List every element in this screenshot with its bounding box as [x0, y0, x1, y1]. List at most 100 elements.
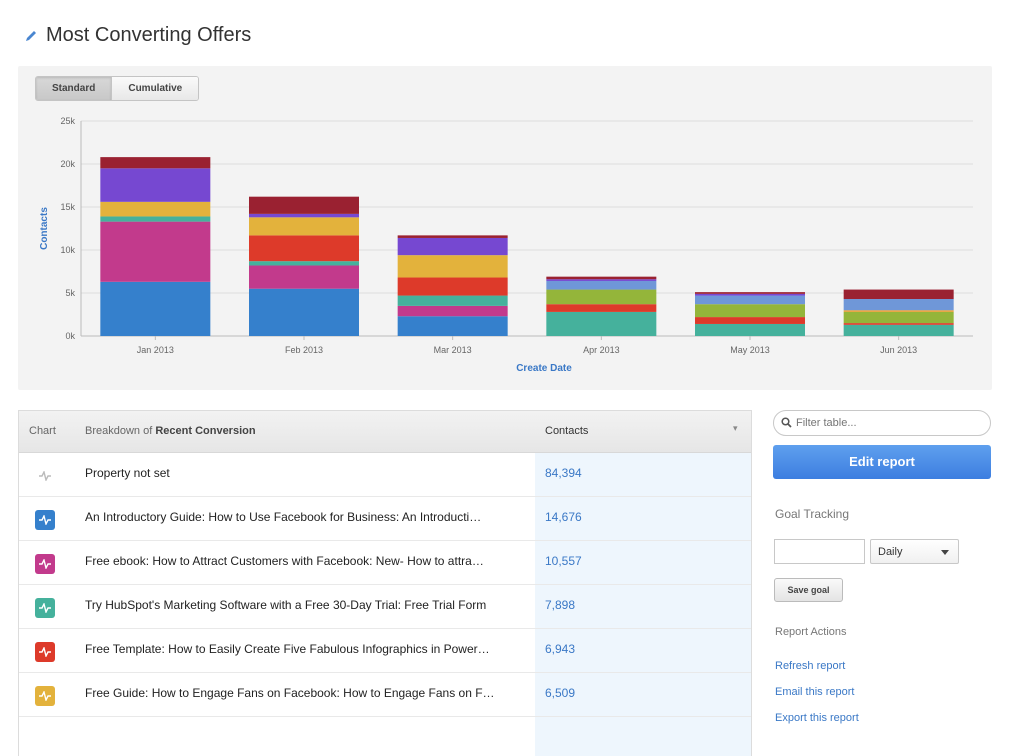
page-header: Most Converting Offers — [24, 24, 251, 47]
bar-segment — [695, 292, 805, 294]
bar-segment — [695, 323, 805, 336]
bar-segment — [843, 310, 954, 312]
bar-segment — [397, 235, 508, 238]
bar-segment — [695, 317, 805, 324]
goal-period-value: Daily — [878, 546, 903, 558]
page-title: Most Converting Offers — [46, 24, 252, 46]
row-contacts[interactable]: 10,557 — [545, 554, 582, 568]
bar-segment — [100, 168, 211, 202]
bar-segment — [249, 213, 359, 218]
bar-segment — [695, 293, 805, 296]
table-header: Chart Breakdown of Recent Conversion Con… — [19, 411, 751, 453]
breakdown-field: Recent Conversion — [155, 425, 256, 437]
bar-segment — [100, 157, 211, 169]
bar-segment — [100, 216, 211, 222]
bar-segment — [100, 201, 211, 217]
row-contacts[interactable]: 7,898 — [545, 598, 576, 612]
activity-icon[interactable] — [35, 642, 55, 662]
bar-segment — [546, 311, 657, 336]
bar-segment — [695, 295, 805, 305]
cumulative-toggle-button[interactable]: Cumulative — [111, 77, 199, 100]
export-report-link[interactable]: Export this report — [775, 712, 859, 724]
bar-segment — [843, 311, 954, 324]
filter-table-input[interactable] — [796, 415, 981, 431]
activity-icon[interactable] — [35, 598, 55, 618]
bar-segment — [249, 288, 359, 336]
contacts-column-header[interactable]: Contacts — [545, 425, 589, 437]
save-goal-button[interactable]: Save goal — [774, 578, 843, 602]
row-name[interactable]: Free Guide: How to Engage Fans on Facebo… — [85, 686, 495, 700]
bar-segment — [249, 196, 359, 214]
y-tick-label: 10k — [60, 245, 75, 255]
row-name[interactable]: Free Template: How to Easily Create Five… — [85, 642, 490, 656]
goal-value-input[interactable] — [774, 539, 865, 564]
bar-segment — [397, 305, 508, 317]
table-row[interactable]: Property not set 84,394 — [19, 453, 751, 497]
pencil-icon[interactable] — [24, 29, 38, 43]
bar-segment — [397, 277, 508, 296]
chart-panel: 0k 5k 10k 15k 20k 25k Contacts Create Date Jan 2… — [18, 66, 992, 390]
email-report-link[interactable]: Email this report — [775, 686, 855, 698]
table-row[interactable]: Free ebook: How to Attract Customers wit… — [19, 541, 751, 585]
bar-segment — [843, 289, 954, 300]
bar-segment — [249, 235, 359, 262]
activity-icon[interactable] — [35, 510, 55, 530]
bar-segment — [843, 323, 954, 325]
sort-caret-icon[interactable]: ▾ — [733, 423, 738, 433]
chevron-down-icon — [941, 550, 949, 555]
activity-icon[interactable] — [35, 686, 55, 706]
bar-segment — [843, 299, 954, 311]
refresh-report-link[interactable]: Refresh report — [775, 660, 846, 672]
y-tick-label: 15k — [60, 202, 75, 212]
breakdown-table: Chart Breakdown of Recent Conversion Con… — [18, 410, 752, 756]
y-tick-label: 25k — [60, 116, 75, 126]
row-contacts[interactable]: 6,509 — [545, 686, 576, 700]
table-row[interactable]: Free Template: How to Easily Create Five… — [19, 629, 751, 673]
bar-segment — [397, 316, 508, 336]
x-tick-label: Mar 2013 — [434, 345, 472, 355]
chart-column-header: Chart — [29, 425, 56, 437]
row-contacts[interactable]: 6,943 — [545, 642, 576, 656]
row-name[interactable]: Property not set — [85, 466, 170, 480]
goal-period-select[interactable]: Daily — [870, 539, 959, 564]
y-tick-label: 0k — [65, 331, 75, 341]
goal-tracking-label: Goal Tracking — [775, 507, 850, 521]
x-tick-label: Jun 2013 — [880, 345, 917, 355]
table-row[interactable]: Free Guide: How to Engage Fans on Facebo… — [19, 673, 751, 717]
breakdown-column-header[interactable]: Breakdown of Recent Conversion — [85, 425, 256, 437]
table-row[interactable]: Try HubSpot's Marketing Software with a … — [19, 585, 751, 629]
bar-segment — [546, 304, 657, 312]
bar-segment — [249, 217, 359, 236]
row-contacts[interactable]: 14,676 — [545, 510, 582, 524]
row-contacts[interactable]: 84,394 — [545, 466, 582, 480]
search-icon — [781, 417, 792, 428]
standard-toggle-button[interactable]: Standard — [36, 77, 112, 100]
activity-icon[interactable] — [35, 554, 55, 574]
bar-segment — [397, 255, 508, 278]
edit-report-button[interactable]: Edit report — [773, 445, 991, 479]
contacts-column-highlight — [535, 453, 751, 756]
row-name[interactable]: Try HubSpot's Marketing Software with a … — [85, 598, 487, 612]
breakdown-prefix: Breakdown of — [85, 425, 153, 437]
row-name[interactable]: Free ebook: How to Attract Customers wit… — [85, 554, 484, 568]
bar-segment — [695, 304, 805, 318]
x-tick-label: Feb 2013 — [285, 345, 323, 355]
row-name[interactable]: An Introductory Guide: How to Use Facebo… — [85, 510, 482, 524]
x-tick-label: Apr 2013 — [583, 345, 620, 355]
table-row[interactable]: An Introductory Guide: How to Use Facebo… — [19, 497, 751, 541]
stacked-bar-chart: 0k 5k 10k 15k 20k 25k Contacts Create Date Jan 2… — [39, 116, 973, 374]
bar-segment — [397, 295, 508, 306]
bar-segment — [397, 237, 508, 256]
bar-segment — [546, 289, 657, 305]
bar-segment — [100, 281, 211, 336]
x-tick-label: Jan 2013 — [137, 345, 174, 355]
bar-segment — [546, 276, 657, 280]
bar-segment — [843, 324, 954, 336]
activity-icon[interactable] — [35, 466, 55, 486]
y-axis-label: Contacts — [39, 207, 50, 250]
y-tick-label: 20k — [60, 159, 75, 169]
y-tick-label: 5k — [65, 288, 75, 298]
x-tick-label: May 2013 — [730, 345, 770, 355]
filter-field — [773, 410, 991, 436]
chart-mode-toggle: Standard Cumulative — [35, 76, 200, 101]
